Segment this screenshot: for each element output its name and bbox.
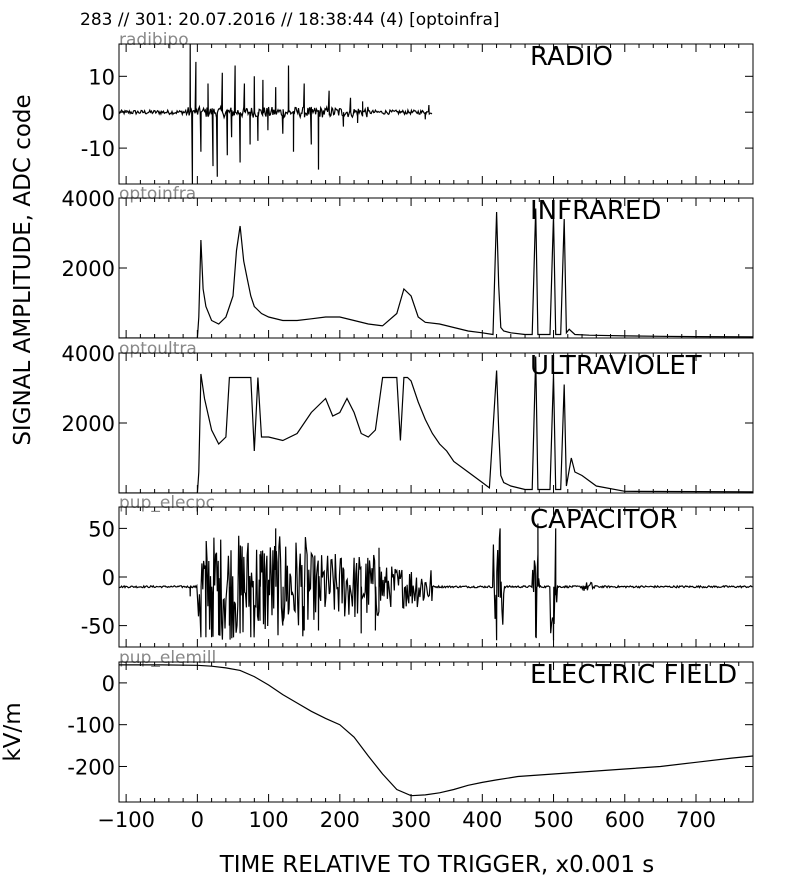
y-axis-label-main: SIGNAL AMPLITUDE, ADC code (10, 94, 36, 445)
x-tick-label: −100 (97, 808, 155, 832)
series-line-pup_elecpc (119, 523, 753, 641)
series-line-optoinfra (119, 208, 753, 338)
x-tick-label: 600 (605, 808, 645, 832)
sensor-label-radibipo: radibipo (119, 30, 189, 50)
sensor-label-optoinfra: optoinfra (119, 184, 196, 204)
panel-label-optoultra: ULTRAVIOLET (530, 351, 702, 381)
x-tick-label: 100 (249, 808, 289, 832)
panel-label-radibipo: RADIO (530, 42, 613, 72)
y-tick-label: 2000 (62, 257, 115, 281)
y-tick-label: 4000 (62, 187, 115, 211)
series-line-optoultra (119, 356, 753, 493)
y-tick-label: 50 (88, 517, 115, 541)
y-tick-label: 0 (102, 672, 115, 696)
y-tick-label: 0 (102, 566, 115, 590)
y-tick-label: 10 (88, 65, 115, 89)
x-tick-label: 300 (391, 808, 431, 832)
x-tick-label: 0 (191, 808, 204, 832)
sensor-label-pup_elemill: pup_elemill (119, 648, 216, 668)
y-tick-label: 2000 (62, 412, 115, 436)
panels-group: radibipo100-10RADIOoptoinfra40002000INFR… (0, 30, 754, 832)
x-tick-label: 500 (533, 808, 573, 832)
plot-frame-radibipo (118, 43, 754, 185)
x-tick-label: 700 (676, 808, 716, 832)
series-line-radibipo (119, 44, 433, 184)
x-axis-label: TIME RELATIVE TO TRIGGER, x0.001 s (219, 852, 655, 878)
y-tick-label: -200 (67, 755, 115, 779)
y-tick-label: -100 (67, 714, 115, 738)
sensor-label-optoultra: optoultra (119, 339, 197, 359)
y-tick-label: -50 (81, 615, 115, 639)
series-line-pup_elemill (119, 664, 753, 797)
y-tick-label: 4000 (62, 342, 115, 366)
y-axis-label-pup_elemill: kV/m (0, 702, 26, 761)
panel-label-pup_elemill: ELECTRIC FIELD (530, 660, 737, 690)
panel-label-optoinfra: INFRARED (530, 196, 661, 226)
y-tick-label: -10 (81, 137, 115, 161)
panel-label-pup_elecpc: CAPACITOR (530, 505, 678, 535)
plot-frame-pup_elemill (118, 661, 754, 803)
sensor-label-pup_elecpc: pup_elecpc (119, 493, 215, 513)
x-tick-label: 400 (462, 808, 502, 832)
x-tick-label: 200 (320, 808, 360, 832)
y-tick-label: 0 (102, 101, 115, 125)
figure-header: 283 // 301: 20.07.2016 // 18:38:44 (4) [… (80, 10, 500, 30)
